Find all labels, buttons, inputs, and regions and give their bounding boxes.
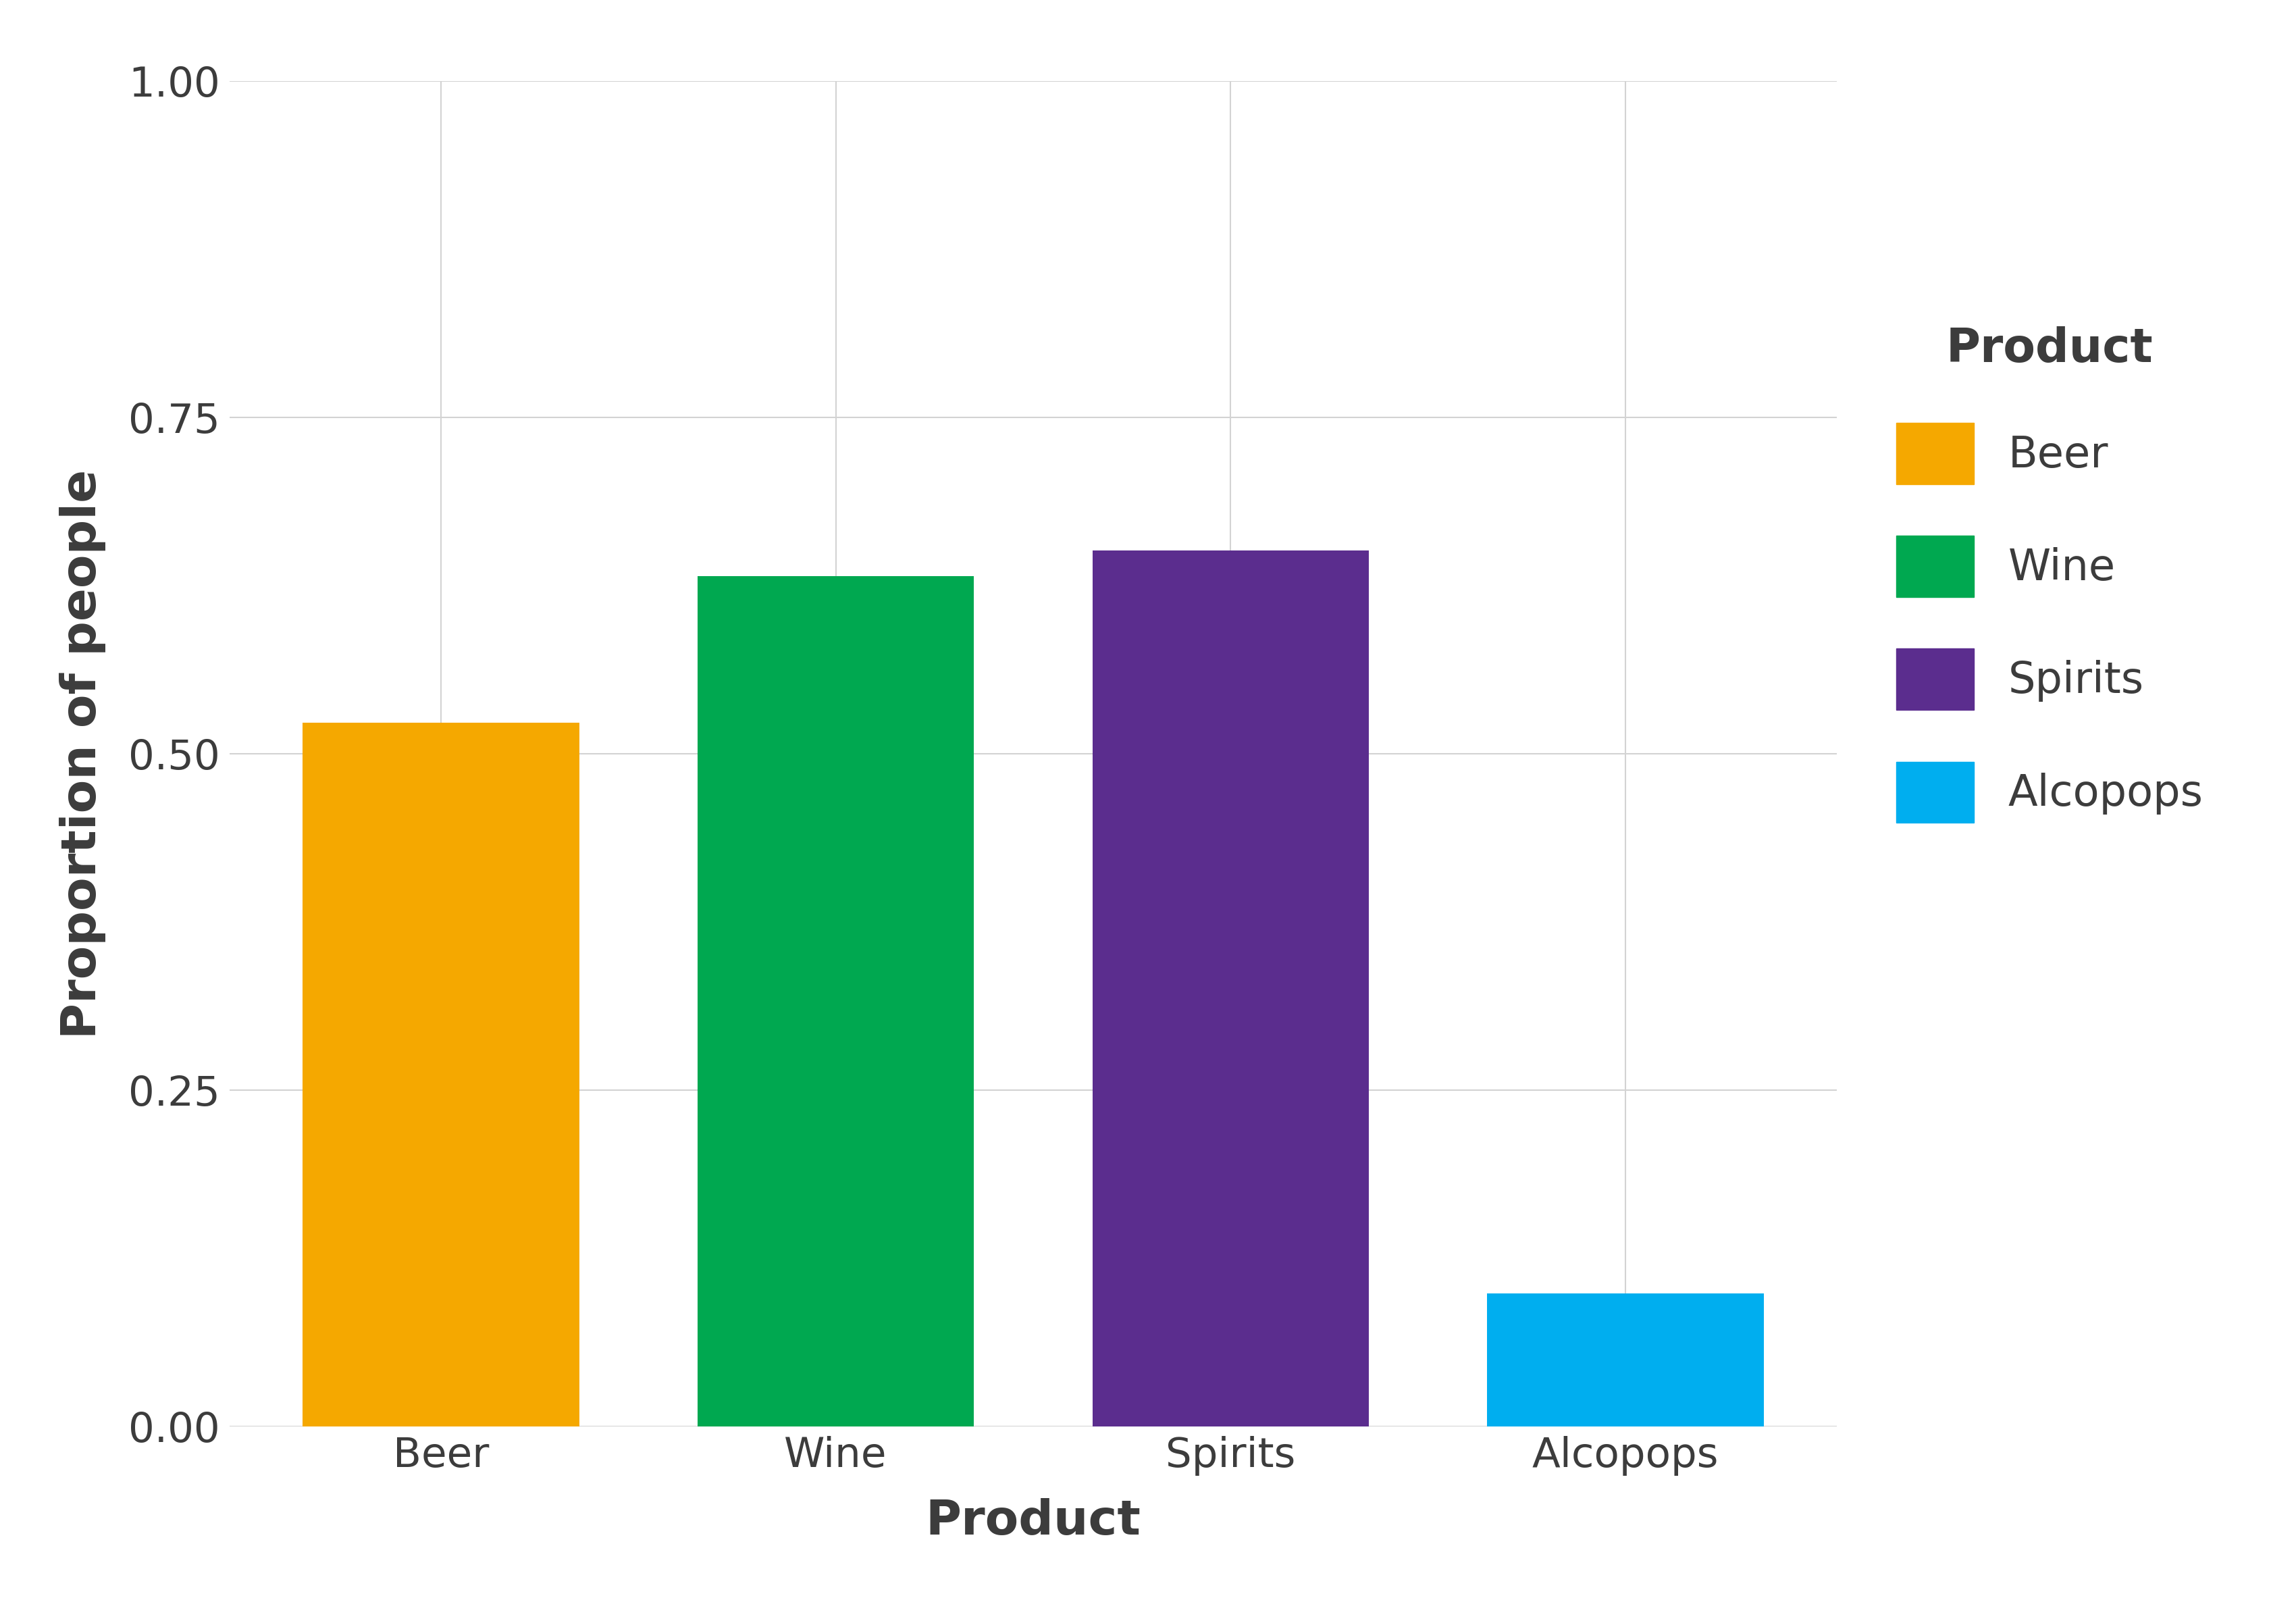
Bar	[303, 723, 579, 1426]
Bar	[1488, 1294, 1763, 1426]
X-axis label: Product: Product	[925, 1498, 1141, 1545]
Legend: Beer, Wine, Spirits, Alcopops: Beer, Wine, Spirits, Alcopops	[1874, 305, 2225, 845]
Bar	[1093, 551, 1368, 1426]
Bar	[698, 575, 974, 1426]
Y-axis label: Proportion of people: Proportion of people	[60, 468, 106, 1039]
